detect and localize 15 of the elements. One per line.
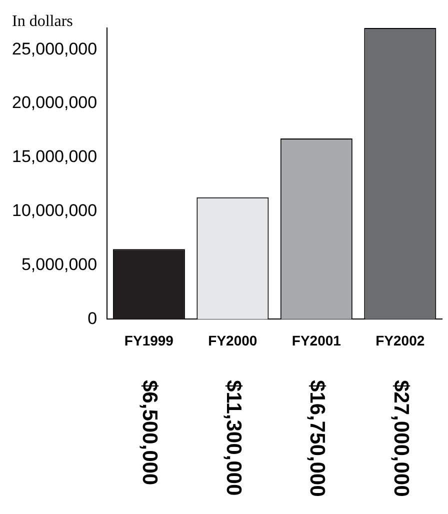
y-tick-label: 5,000,000 xyxy=(21,254,98,274)
y-tick-label: 15,000,000 xyxy=(12,147,98,166)
y-tick-label: 25,000,000 xyxy=(12,39,98,58)
x-tick-label: FY1999 xyxy=(124,332,174,348)
y-tick-label: 10,000,000 xyxy=(12,201,98,220)
data-label: $16,750,000 xyxy=(306,380,329,497)
y-tick-label: 20,000,000 xyxy=(12,93,98,112)
data-label: $6,500,000 xyxy=(138,380,162,486)
data-label: $27,000,000 xyxy=(389,380,412,497)
x-tick-label: FY2000 xyxy=(208,332,258,348)
x-tick-label: FY2002 xyxy=(376,332,425,348)
y-axis-title: In dollars xyxy=(12,13,73,30)
data-label: $11,300,000 xyxy=(222,380,245,496)
y-tick-label: 0 xyxy=(88,308,98,328)
x-tick-label: FY2001 xyxy=(292,332,342,348)
